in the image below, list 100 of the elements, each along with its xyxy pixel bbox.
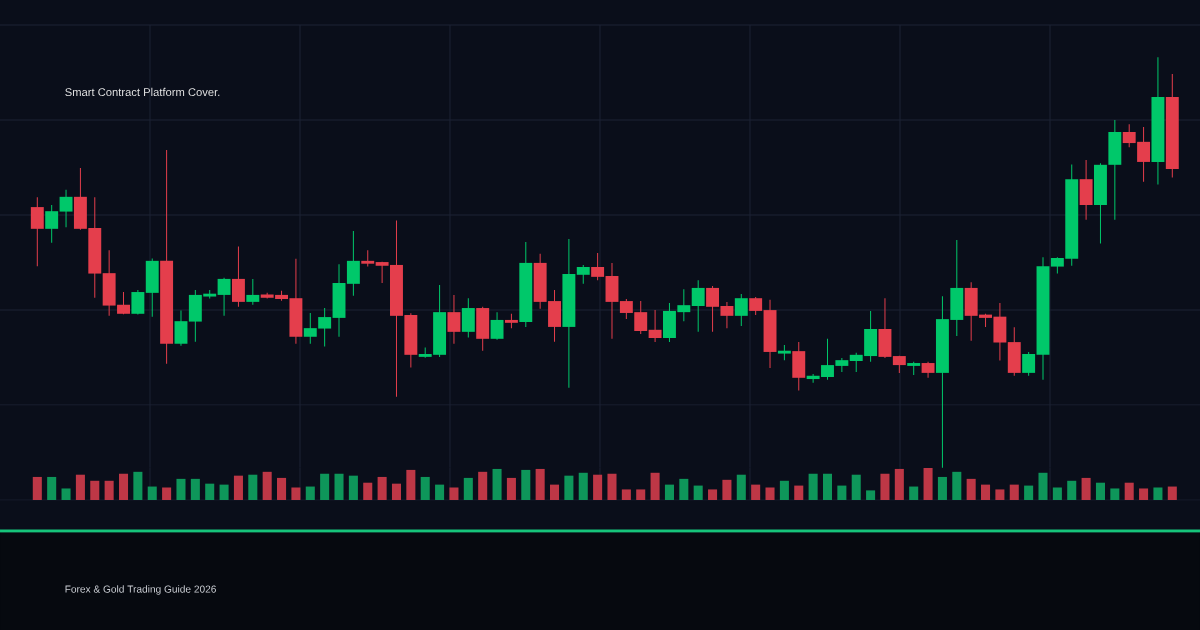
candlestick xyxy=(490,311,504,341)
candlestick xyxy=(734,293,748,327)
bar xyxy=(1052,487,1062,500)
candlestick xyxy=(30,196,44,267)
bar xyxy=(1124,482,1134,500)
bar xyxy=(219,484,229,500)
bar xyxy=(118,473,129,500)
bar xyxy=(650,472,660,500)
bar xyxy=(334,473,344,500)
bar xyxy=(564,475,574,500)
bar xyxy=(32,476,42,500)
bar xyxy=(233,475,243,500)
candlestick xyxy=(346,230,360,297)
candlestick xyxy=(749,296,763,316)
bar xyxy=(449,487,459,500)
candlestick xyxy=(691,279,705,333)
candlestick xyxy=(59,189,73,228)
candlestick xyxy=(246,278,260,306)
bar xyxy=(61,488,71,500)
candlestick xyxy=(217,277,231,317)
bar xyxy=(822,473,833,500)
bar xyxy=(176,478,186,500)
bar xyxy=(1167,486,1177,500)
bar xyxy=(391,483,402,500)
bar xyxy=(348,475,358,500)
candlestick xyxy=(231,245,245,308)
bar xyxy=(593,474,603,500)
bar xyxy=(636,489,646,500)
bar xyxy=(578,472,588,500)
bar xyxy=(779,480,789,500)
bar xyxy=(291,487,301,500)
bar xyxy=(90,480,100,500)
bar xyxy=(995,489,1005,500)
bar xyxy=(162,487,172,500)
bar xyxy=(277,477,287,500)
bar xyxy=(765,487,775,500)
bar xyxy=(722,479,732,500)
bar xyxy=(1095,482,1105,500)
bar xyxy=(621,489,631,500)
bar xyxy=(751,484,761,500)
bar xyxy=(880,473,890,500)
bar xyxy=(478,471,488,500)
text: Forex & Gold Trading Guide 2026 xyxy=(65,585,216,595)
bar xyxy=(492,468,502,500)
candlestick xyxy=(576,264,590,285)
candlestick xyxy=(131,289,145,316)
bar xyxy=(535,468,545,500)
bar xyxy=(937,476,947,500)
bar xyxy=(851,474,861,500)
bar xyxy=(363,482,373,500)
bar xyxy=(1038,472,1048,500)
candlestick xyxy=(174,310,188,347)
bar xyxy=(693,485,703,500)
bar xyxy=(190,478,200,500)
bar xyxy=(406,469,416,500)
bar xyxy=(966,478,976,500)
bar xyxy=(1139,488,1149,500)
candlestick xyxy=(45,204,59,244)
bar xyxy=(1110,488,1120,500)
candlestick xyxy=(1022,351,1036,377)
bar xyxy=(607,473,617,500)
bar xyxy=(463,477,473,500)
bar xyxy=(248,474,258,500)
bar xyxy=(866,490,876,500)
bar xyxy=(981,484,991,500)
bar xyxy=(320,473,330,500)
bar xyxy=(435,484,445,500)
bar xyxy=(550,484,560,500)
bar xyxy=(837,485,847,500)
bar xyxy=(75,474,85,500)
text: Smart Contract Platform Cover. xyxy=(65,87,220,97)
bar xyxy=(1009,484,1019,500)
bar xyxy=(1081,477,1091,500)
bar xyxy=(521,469,531,500)
bar xyxy=(420,476,430,500)
bar xyxy=(1024,485,1034,500)
bar xyxy=(377,476,387,500)
bar xyxy=(305,486,315,500)
bar xyxy=(708,489,718,500)
candlestick xyxy=(591,252,605,281)
bar xyxy=(909,486,919,500)
bar xyxy=(923,467,933,500)
candlestick xyxy=(461,297,475,339)
bar xyxy=(1153,487,1163,500)
bar xyxy=(894,468,904,500)
candlestick xyxy=(648,309,662,343)
bar xyxy=(679,478,689,500)
bar xyxy=(104,480,114,500)
bar xyxy=(794,485,804,500)
bar xyxy=(1067,480,1077,500)
bar xyxy=(47,476,57,500)
bar xyxy=(664,484,674,500)
bar xyxy=(506,477,516,500)
bar xyxy=(262,471,272,500)
bar xyxy=(952,471,962,500)
bar xyxy=(133,471,143,500)
candlestick xyxy=(447,294,461,345)
bar xyxy=(808,473,818,500)
bar xyxy=(147,486,157,500)
bar xyxy=(205,483,215,500)
